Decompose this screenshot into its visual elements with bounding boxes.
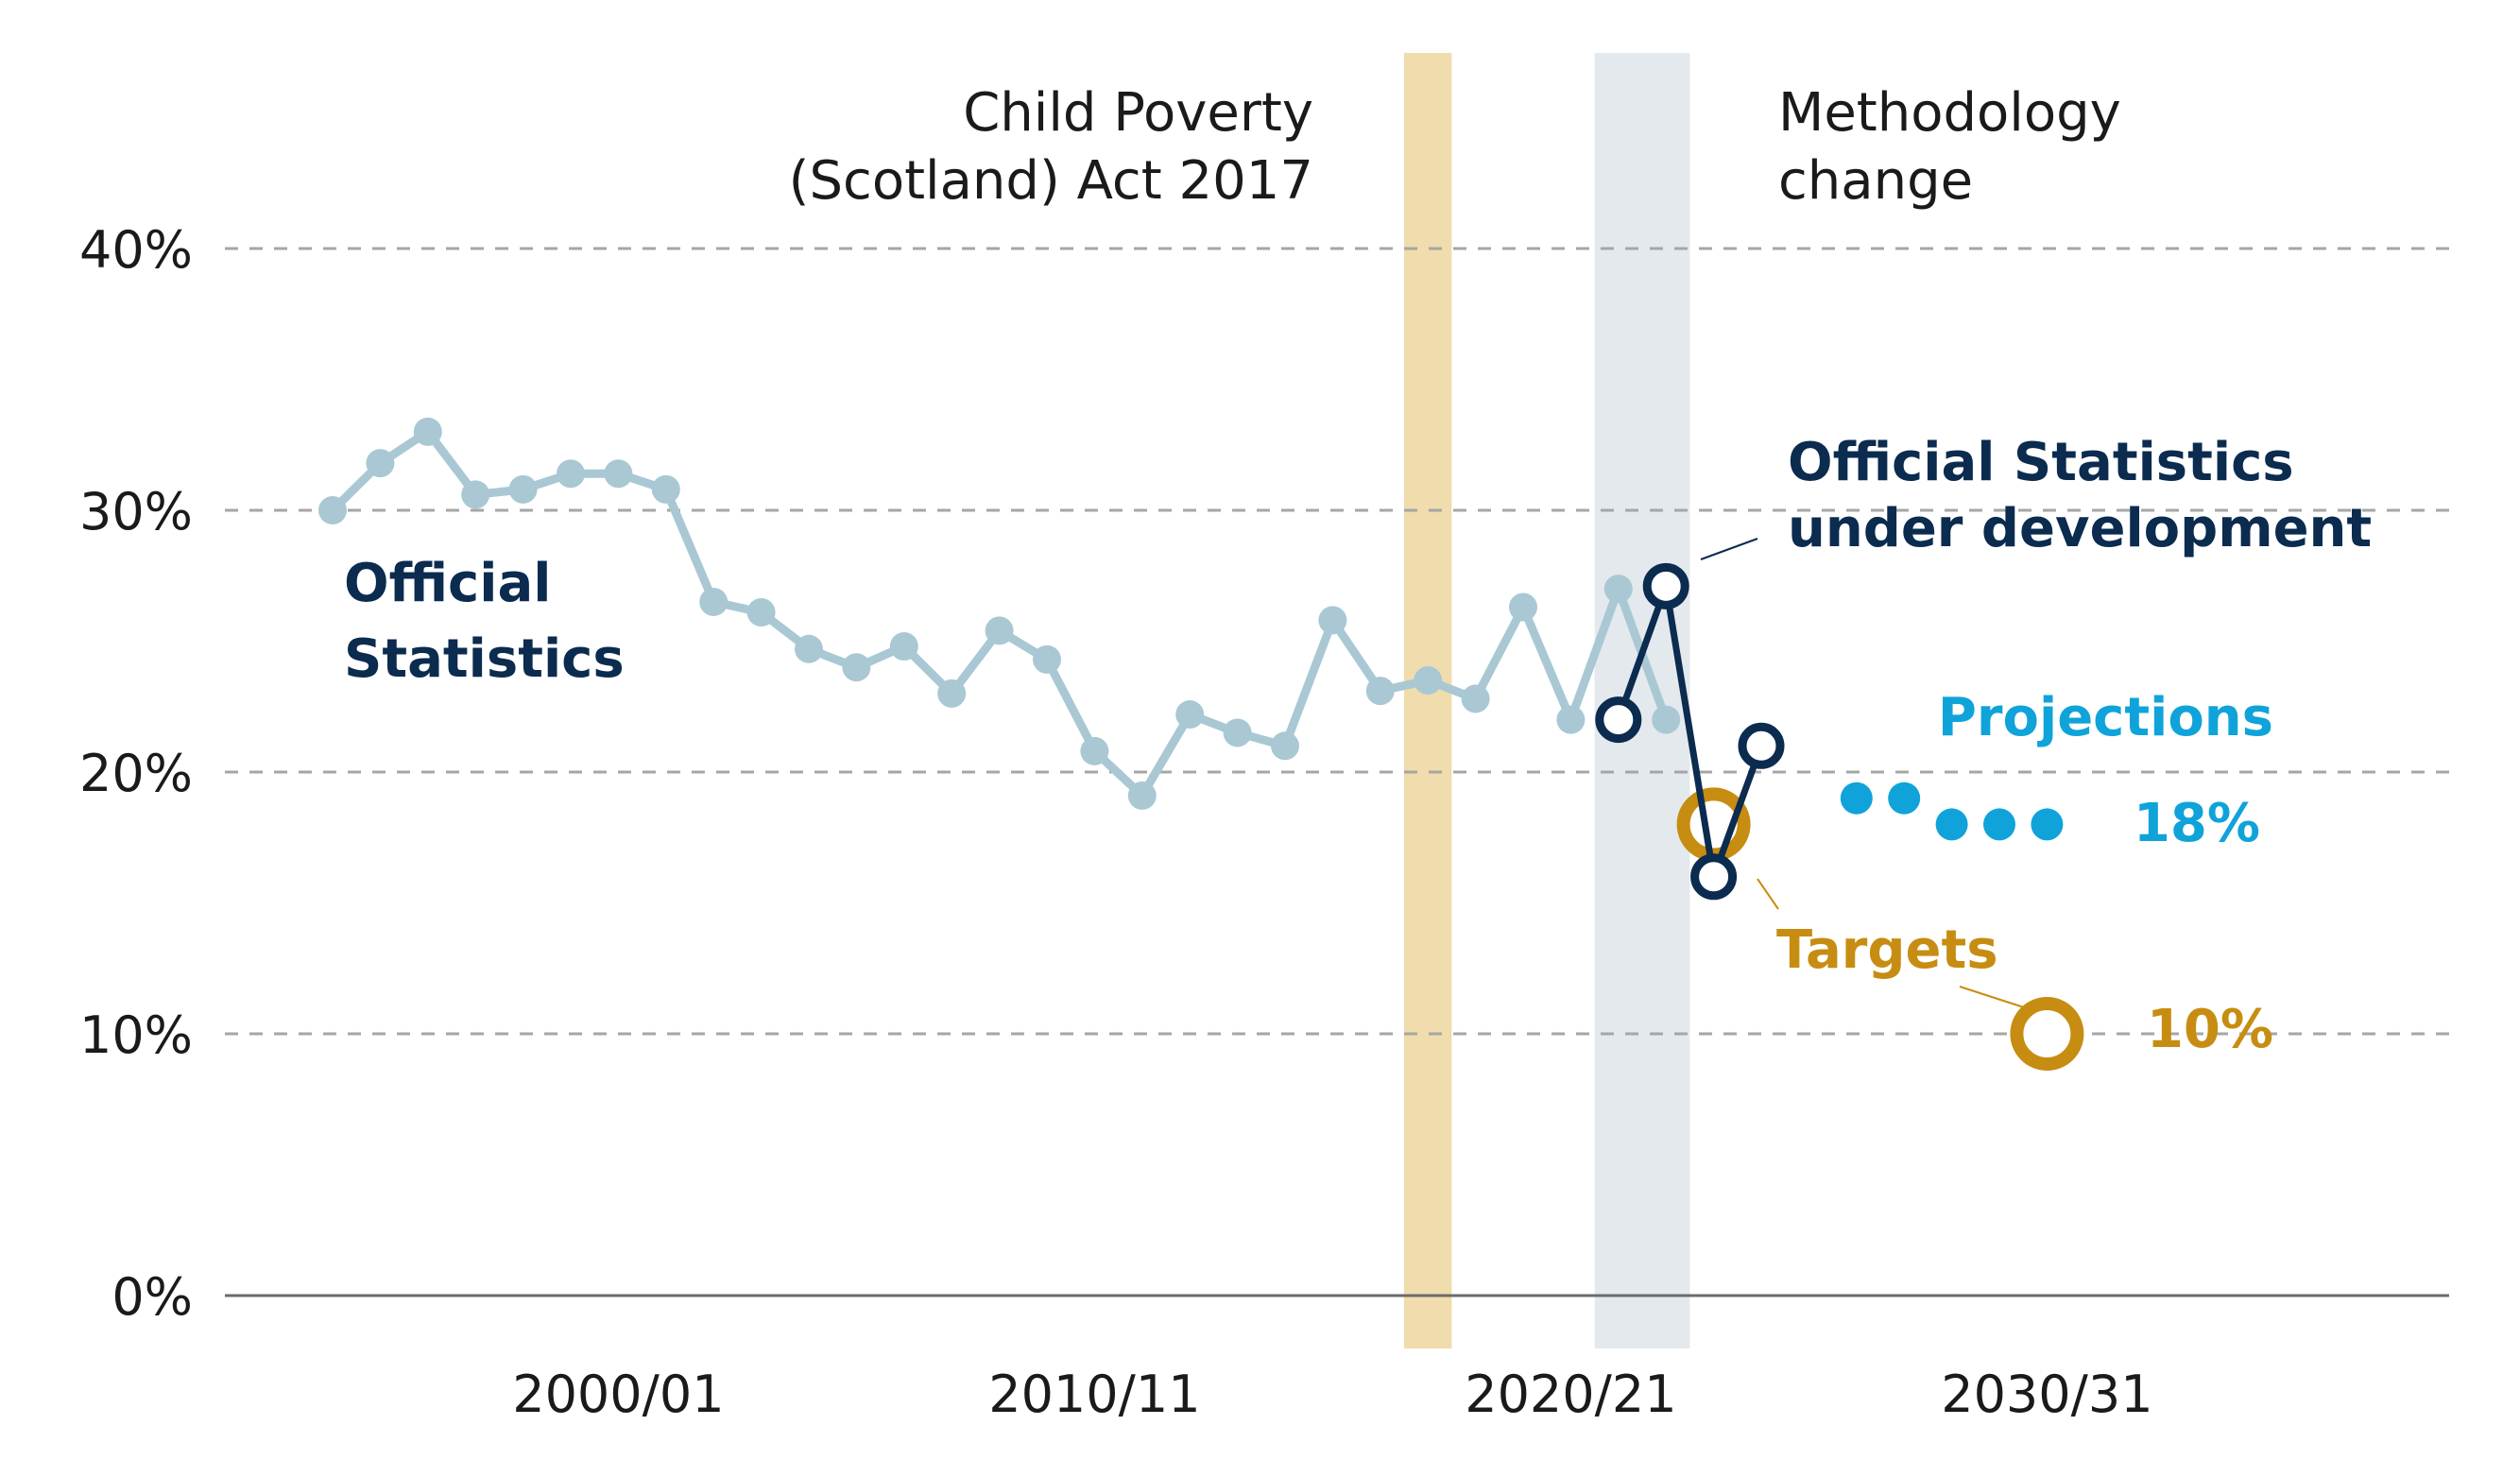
target-point	[2010, 997, 2084, 1071]
official-statistics-point	[318, 496, 347, 524]
under-development-line	[1615, 582, 1765, 881]
official-statistics-point	[651, 474, 680, 504]
official-statistics-point	[1080, 736, 1109, 765]
official-statistics-point	[746, 598, 776, 627]
act-label: Child Poverty	[963, 82, 1313, 144]
official-statistics-label: Statistics	[344, 628, 625, 690]
official-statistics-point	[1414, 666, 1443, 696]
under-development-point	[1595, 696, 1642, 744]
official-statistics-point	[1318, 606, 1347, 635]
official-statistics-point	[1365, 677, 1395, 706]
under-development-point	[1642, 562, 1689, 610]
official-statistics-point	[413, 417, 442, 446]
official-statistics-point	[1652, 705, 1681, 734]
official-statistics-point	[1556, 705, 1586, 734]
official-statistics-point	[1603, 575, 1633, 604]
targets-label: Targets	[1776, 919, 1998, 981]
x-tick-label: 2020/21	[1465, 1365, 1676, 1424]
official-statistics-point	[461, 480, 490, 509]
official-statistics-point	[1461, 684, 1490, 713]
official-statistics-point	[937, 678, 967, 708]
official-statistics-point	[1127, 781, 1157, 810]
official-statistics-point	[1175, 700, 1205, 730]
x-tick-label: 2010/11	[988, 1365, 1200, 1424]
official-statistics-point	[842, 653, 871, 682]
projection-point	[1935, 808, 1968, 841]
official-statistics-point	[889, 632, 918, 661]
shaded-bands	[1404, 53, 1690, 1348]
targets-leader-1	[1757, 878, 1779, 910]
official-statistics-point	[1033, 644, 1061, 674]
axes: 0% 10% 20% 30% 40% 2000/01 2010/11 2020/21 2030/…	[79, 220, 2449, 1424]
official-statistics-point	[366, 449, 395, 478]
targets-leader-2	[1959, 986, 2031, 1010]
under-development-point	[1690, 853, 1738, 901]
x-tick-label: 2030/31	[1941, 1365, 2152, 1424]
y-tick-label: 0%	[111, 1267, 193, 1327]
official-statistics-point	[699, 587, 729, 616]
official-statistics-point	[985, 616, 1014, 645]
official-statistics-point	[508, 474, 538, 504]
annotations: Child Poverty(Scotland) Act 2017 Methodol…	[344, 82, 2372, 1060]
target-value-label: 10%	[2147, 999, 2273, 1060]
official-statistics-point	[604, 459, 633, 489]
data-series	[318, 417, 2084, 1071]
y-tick-label: 10%	[79, 1005, 193, 1065]
official-statistics-point	[1271, 731, 1299, 761]
y-tick-label: 40%	[79, 220, 193, 280]
y-tick-label: 20%	[79, 744, 193, 803]
projection-value-label: 18%	[2134, 793, 2260, 854]
official-statistics-point	[557, 459, 585, 489]
official-statistics-point	[795, 634, 823, 663]
official-statistics-point	[1223, 718, 1252, 747]
methodology-label: Methodology	[1778, 82, 2121, 144]
y-tick-label: 30%	[79, 482, 193, 541]
official-statistics-label: Official	[344, 553, 551, 614]
official-statistics-point	[1509, 593, 1537, 622]
projection-point	[2031, 808, 2064, 841]
projections-label: Projections	[1938, 687, 2273, 748]
under-development-leader	[1700, 538, 1758, 560]
x-tick-label: 2000/01	[512, 1365, 724, 1424]
under-development-point	[1738, 722, 1785, 769]
projection-point	[1983, 808, 2015, 841]
act-band	[1404, 53, 1452, 1348]
projection-point	[1888, 781, 1921, 815]
projection-point	[1840, 781, 1873, 815]
under-development-label: under development	[1788, 498, 2372, 559]
methodology-label: change	[1778, 150, 1973, 212]
act-label: (Scotland) Act 2017	[789, 150, 1313, 212]
under-development-label: Official Statistics	[1788, 432, 2294, 493]
